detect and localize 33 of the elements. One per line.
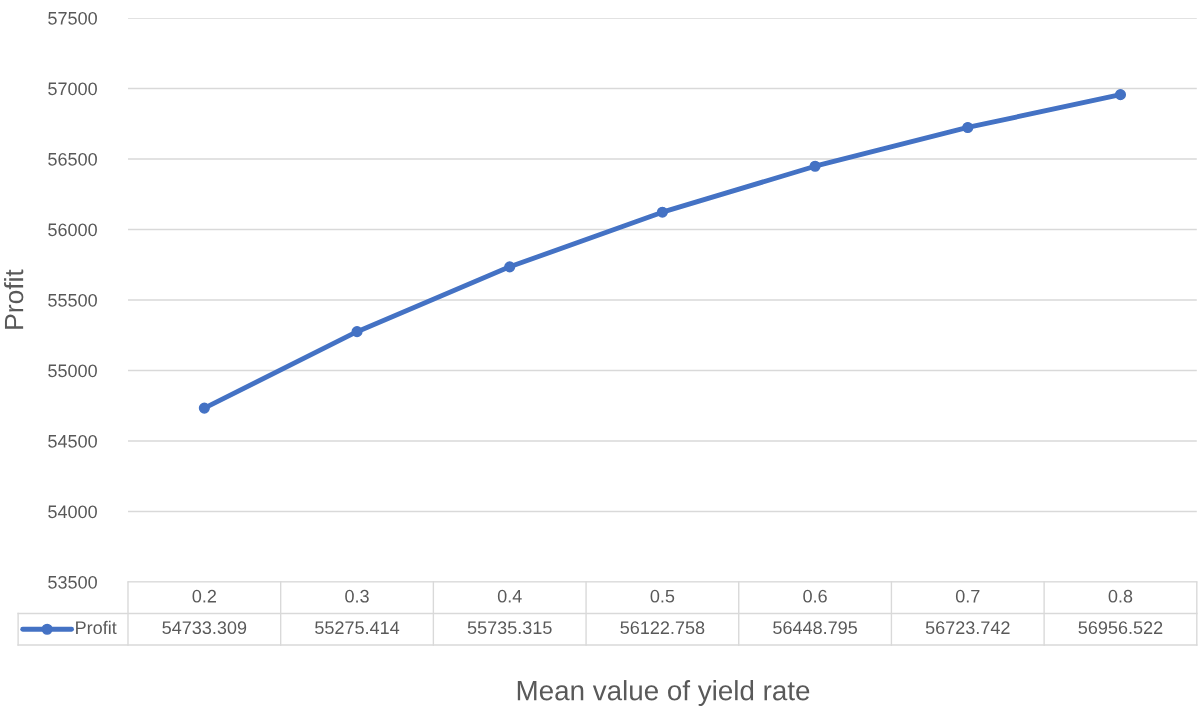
data-label: 54733.309	[162, 621, 247, 635]
data-label: 56723.742	[925, 621, 1010, 635]
point	[656, 206, 668, 218]
point	[504, 261, 516, 273]
y-tick-label: 57000	[48, 82, 97, 96]
legend-label: Profit	[76, 620, 117, 635]
y-tick-label: 57500	[48, 11, 97, 25]
data-label: 56956.522	[1078, 621, 1163, 635]
x-tick-label: 0.6	[803, 589, 827, 603]
y-tick-label: 54000	[48, 505, 97, 519]
point	[809, 160, 821, 172]
y-tick-label: 55500	[48, 293, 97, 307]
x-tick-label: 0.3	[345, 589, 369, 603]
x-tick-label: 0.7	[955, 589, 980, 603]
point	[1114, 89, 1127, 101]
y-tick-label: 55000	[48, 364, 97, 378]
x-tick-label: 0.4	[497, 589, 522, 603]
x-axis-title: Mean value of yield rate	[517, 680, 810, 706]
data-label: 55735.315	[467, 621, 552, 635]
point	[962, 121, 974, 134]
y-tick-label: 56000	[48, 223, 97, 237]
x-tick-label: 0.8	[1108, 589, 1133, 603]
y-axis-title: Profit	[4, 269, 24, 329]
point	[351, 326, 363, 338]
point	[198, 402, 210, 414]
data-label: 55275.414	[315, 621, 400, 635]
y-tick-label: 54500	[48, 434, 97, 448]
y-tick-label: 56500	[48, 152, 97, 166]
y-tick-label: 53500	[48, 575, 97, 589]
data-label: 56448.795	[773, 621, 858, 635]
x-tick-label: 0.2	[192, 589, 216, 603]
x-tick-label: 0.5	[650, 589, 675, 603]
data-label: 56122.758	[620, 621, 705, 635]
